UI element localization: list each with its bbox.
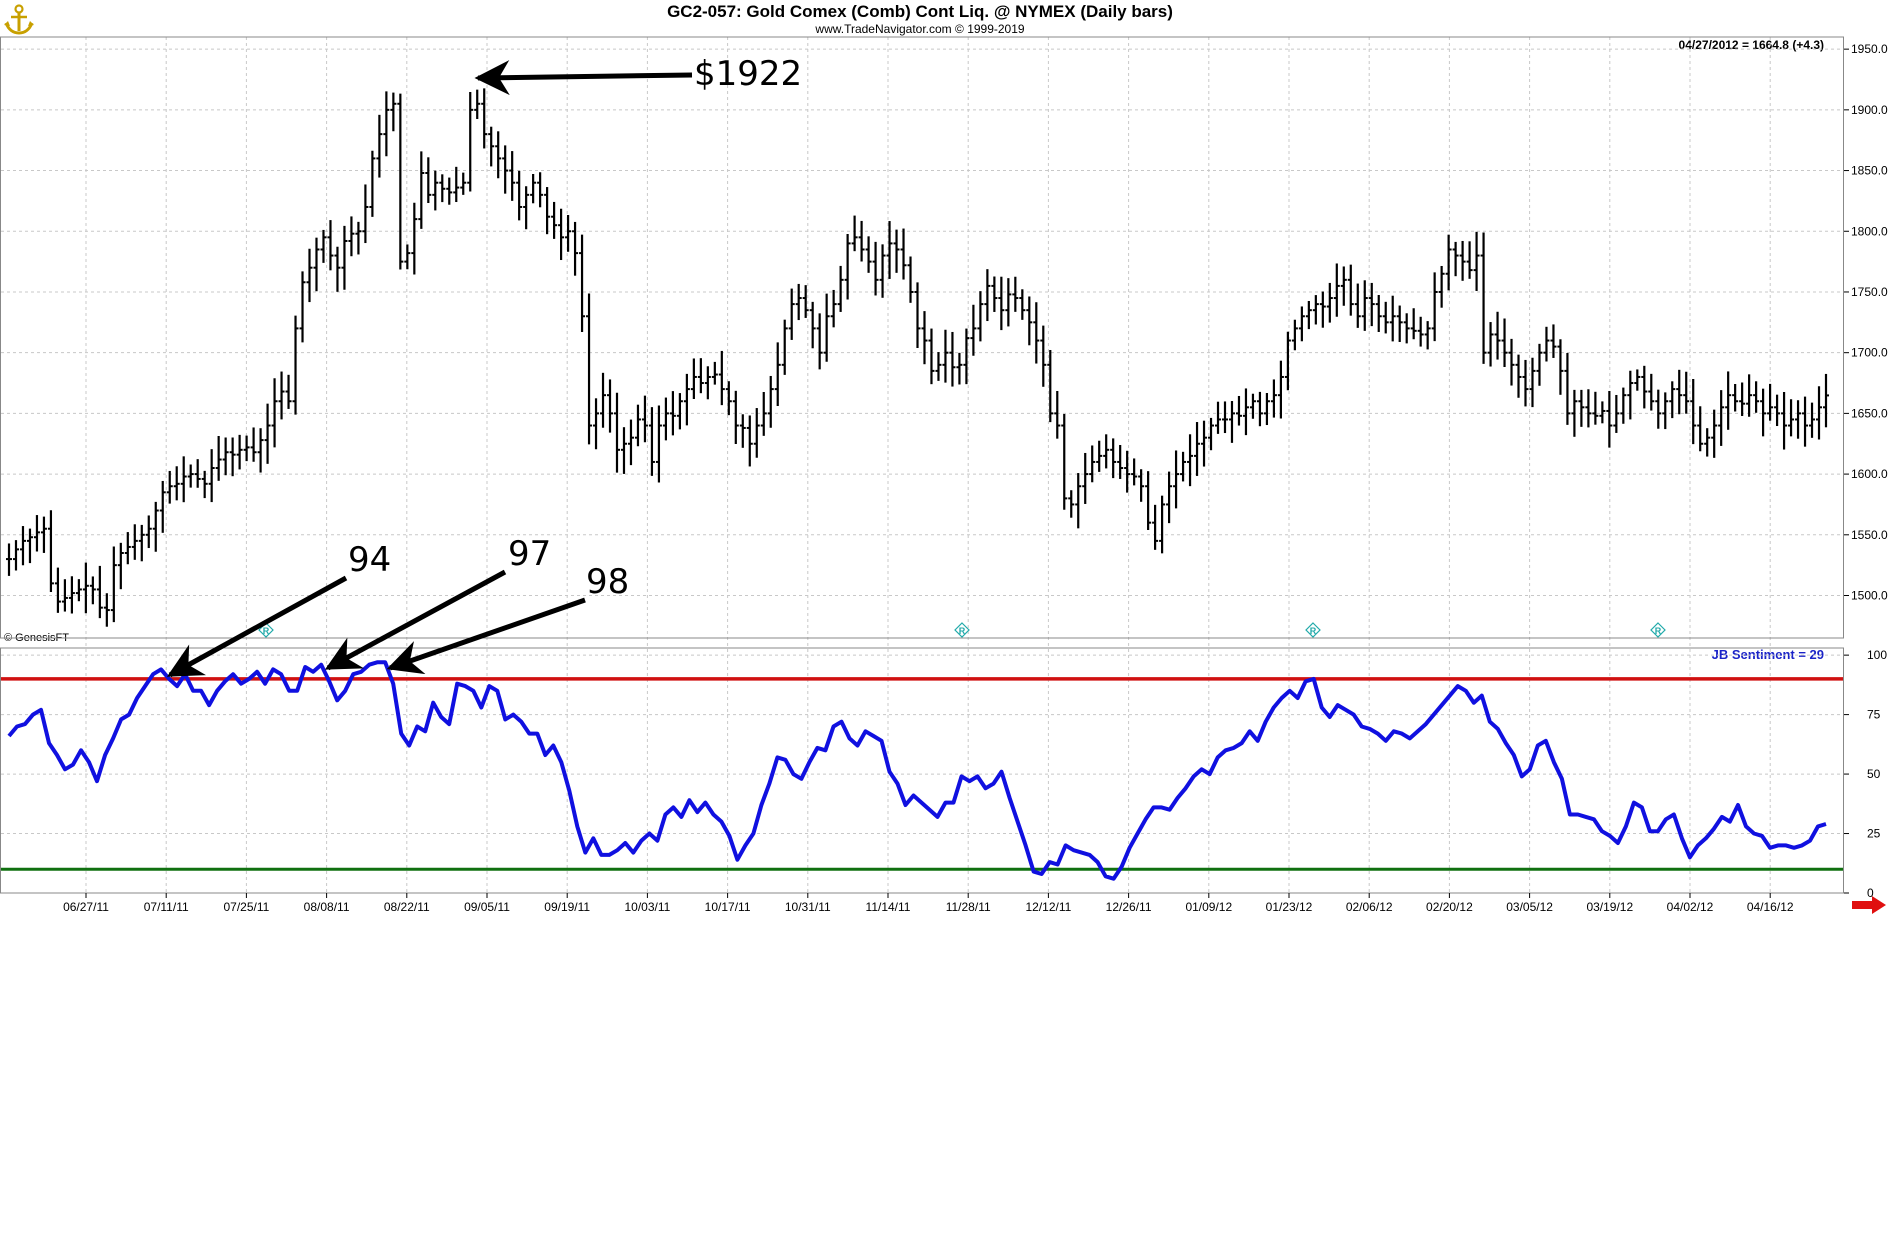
sentiment-97-label: 97 bbox=[508, 534, 552, 574]
date-tick-label: 07/25/11 bbox=[223, 900, 269, 914]
arrow-98 bbox=[386, 597, 586, 675]
svg-text:R: R bbox=[1655, 626, 1662, 636]
date-tick-label: 10/17/11 bbox=[705, 900, 751, 914]
date-tick-label: 08/08/11 bbox=[304, 900, 350, 914]
sentiment-tick-label: 75 bbox=[1867, 708, 1881, 722]
grid-layer bbox=[1, 37, 1843, 894]
chart-title: GC2-057: Gold Comex (Comb) Cont Liq. @ N… bbox=[667, 2, 1173, 21]
sentiment-94-label: 94 bbox=[348, 540, 392, 580]
chart-subtitle: www.TradeNavigator.com © 1999-2019 bbox=[815, 22, 1025, 36]
date-tick-label: 04/02/12 bbox=[1667, 900, 1714, 914]
price-tick-label: 1550.0 bbox=[1851, 528, 1888, 542]
date-tick-label: 07/11/11 bbox=[144, 900, 189, 914]
last-quote-label: 04/27/2012 = 1664.8 (+4.3) bbox=[1678, 38, 1824, 52]
sentiment-98-label: 98 bbox=[586, 562, 630, 602]
price-tick-label: 1900.0 bbox=[1851, 103, 1888, 117]
peak-arrow bbox=[474, 60, 693, 96]
date-tick-label: 11/28/11 bbox=[946, 900, 991, 914]
price-tick-label: 1800.0 bbox=[1851, 224, 1888, 238]
sentiment-line bbox=[7, 660, 1827, 881]
svg-text:R: R bbox=[1310, 626, 1317, 636]
axis-layer: 1950.0 1900.0 1850.0 1800.0 1750.0 1700.0 1650… bbox=[0, 36, 1888, 914]
rollover-marker-icon: R bbox=[954, 622, 970, 638]
date-tick-label: 08/22/11 bbox=[384, 900, 430, 914]
annotation-arrows bbox=[166, 60, 693, 678]
date-tick-label: 06/27/11 bbox=[63, 900, 109, 914]
sentiment-layer bbox=[0, 660, 1843, 881]
date-tick-label: 10/31/11 bbox=[785, 900, 831, 914]
price-bars-layer bbox=[6, 88, 1829, 627]
date-tick-label: 12/26/11 bbox=[1106, 900, 1152, 914]
arrow-97 bbox=[324, 569, 507, 671]
date-tick-label: 02/20/12 bbox=[1426, 900, 1473, 914]
date-tick-label: 11/14/11 bbox=[866, 900, 911, 914]
price-tick-label: 1950.0 bbox=[1851, 42, 1888, 56]
sentiment-tick-label: 0 bbox=[1867, 886, 1874, 900]
date-tick-label: 09/05/11 bbox=[464, 900, 510, 914]
price-tick-label: 1600.0 bbox=[1851, 467, 1888, 481]
date-tick-label: 12/12/11 bbox=[1025, 900, 1071, 914]
price-tick-label: 1700.0 bbox=[1851, 346, 1888, 360]
peak-price-label: $1922 bbox=[694, 54, 803, 94]
date-tick-label: 10/03/11 bbox=[624, 900, 670, 914]
rollover-marker-icon: R bbox=[258, 622, 274, 638]
price-tick-label: 1850.0 bbox=[1851, 164, 1888, 178]
price-pane-frame bbox=[0, 36, 1844, 639]
date-tick-label: 01/23/12 bbox=[1266, 900, 1313, 914]
price-tick-label: 1650.0 bbox=[1851, 406, 1888, 420]
date-tick-label: 03/19/12 bbox=[1586, 900, 1633, 914]
date-tick-label: 09/19/11 bbox=[544, 900, 590, 914]
rollover-marker-icon: R bbox=[1305, 622, 1321, 638]
price-tick-label: 1500.0 bbox=[1851, 589, 1888, 603]
sentiment-label: JB Sentiment = 29 bbox=[1711, 647, 1824, 662]
date-tick-label: 04/16/12 bbox=[1747, 900, 1794, 914]
date-tick-label: 01/09/12 bbox=[1185, 900, 1232, 914]
anchor-logo-icon bbox=[4, 4, 34, 35]
svg-text:R: R bbox=[959, 626, 966, 636]
sentiment-tick-label: 100 bbox=[1867, 648, 1887, 662]
sentiment-tick-label: 25 bbox=[1867, 827, 1881, 841]
date-tick-label: 03/05/12 bbox=[1506, 900, 1553, 914]
arrow-94 bbox=[166, 575, 348, 678]
date-tick-label: 02/06/12 bbox=[1346, 900, 1393, 914]
price-tick-label: 1750.0 bbox=[1851, 285, 1888, 299]
svg-text:R: R bbox=[263, 626, 270, 636]
sentiment-tick-label: 50 bbox=[1867, 767, 1881, 781]
scroll-right-arrow-icon[interactable] bbox=[1852, 896, 1886, 914]
rollover-marker-icon: R bbox=[1650, 622, 1666, 638]
sentiment-pane-frame bbox=[0, 647, 1844, 894]
